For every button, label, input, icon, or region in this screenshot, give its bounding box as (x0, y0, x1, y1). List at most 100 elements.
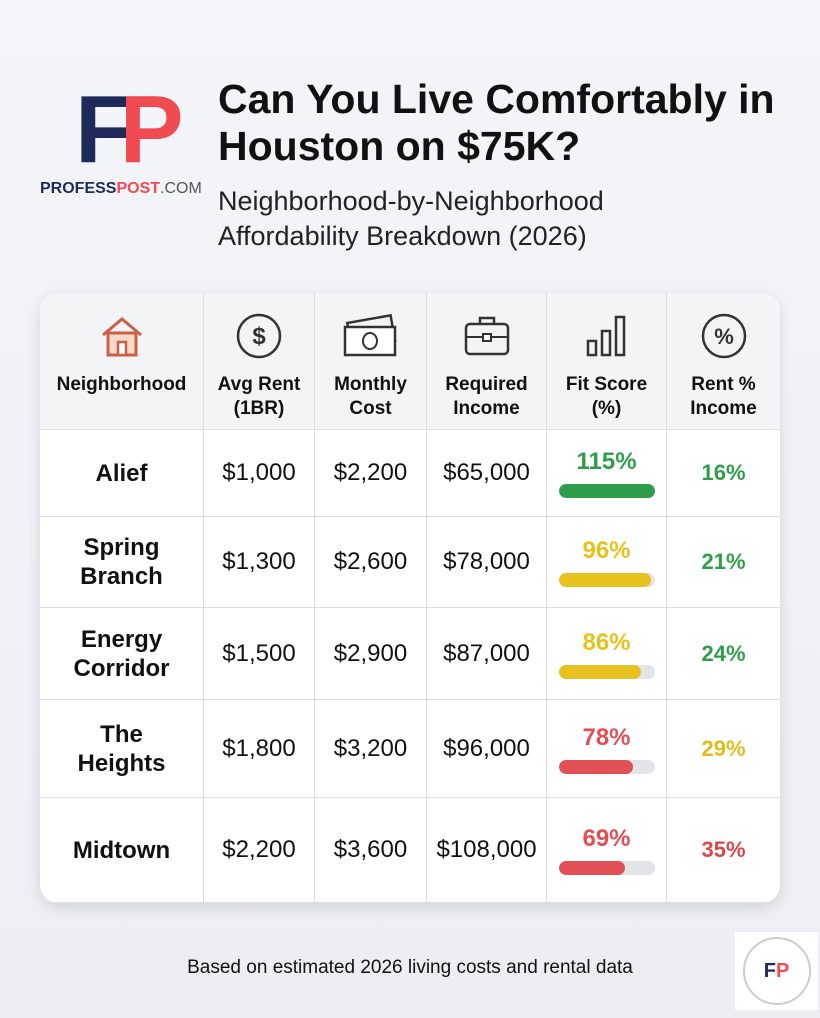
fit-track (558, 484, 655, 498)
cell: $3,200 (315, 700, 427, 798)
column-header: $ Avg Rent (1BR) (204, 293, 315, 430)
rent-pct: 21% (701, 549, 746, 574)
cell: $65,000 (427, 430, 547, 517)
title: Can You Live Comfortably in Houston on $… (218, 76, 775, 169)
required-income: $65,000 (443, 459, 530, 486)
neighborhood: Spring Branch (80, 534, 163, 590)
monthly-cost: $2,600 (333, 548, 408, 575)
cell: $1,000 (204, 430, 315, 517)
cell: 29% (667, 700, 780, 798)
cell: 78% (547, 700, 667, 798)
fit-label: 115% (576, 448, 637, 475)
column-header: Required Income (427, 293, 547, 430)
cell: $2,200 (315, 430, 427, 517)
column-header: Neighborhood (40, 293, 204, 430)
rent-pct: 35% (701, 837, 746, 862)
fit-label: 96% (582, 537, 631, 564)
fit-bar (558, 484, 655, 498)
column-icon (586, 315, 625, 357)
cell: Alief (40, 430, 204, 517)
column-header-text: Required Income (445, 374, 528, 419)
column-header: Fit Score (%) (547, 293, 667, 430)
fit-bar (558, 664, 642, 679)
cell: $96,000 (427, 700, 547, 798)
cell: $1,800 (204, 700, 315, 798)
brand-b: POST (116, 180, 161, 197)
footer-note: Based on estimated 2026 living costs and… (187, 957, 633, 978)
neighborhood: The Heights (77, 720, 166, 777)
cell: Midtown (40, 798, 204, 903)
cell: $87,000 (427, 608, 547, 700)
fit-track (558, 573, 655, 587)
cell: 69% (547, 798, 667, 903)
svg-text:%: % (714, 324, 734, 349)
fit-bar (558, 573, 651, 587)
table: Neighborhood $ Avg Rent (1BR) Monthly Cost R… (40, 293, 780, 903)
avg-rent: $2,200 (222, 836, 296, 863)
cell: $78,000 (427, 517, 547, 608)
neighborhood: Midtown (72, 836, 171, 864)
cell: 21% (667, 517, 780, 608)
subtitle: Neighborhood-by-Neighborhood Affordabili… (218, 186, 604, 251)
column-header: Monthly Cost (315, 293, 427, 430)
column-icon: $ (236, 313, 282, 359)
required-income: $96,000 (443, 734, 530, 762)
fit-bar (558, 759, 634, 774)
avg-rent: $1,300 (222, 548, 296, 575)
cell: $2,900 (315, 608, 427, 700)
rent-pct: 16% (701, 460, 746, 485)
column-header-text: Neighborhood (56, 374, 187, 395)
cell: Spring Branch (40, 517, 204, 608)
logo-p: P (119, 76, 184, 183)
fit-label: 86% (582, 628, 631, 656)
required-income: $87,000 (443, 639, 530, 667)
monthly-cost: $2,900 (333, 639, 408, 667)
column-icon (343, 313, 397, 357)
cell: Energy Corridor (40, 608, 204, 700)
required-income: $108,000 (436, 836, 537, 863)
fit-label: 78% (582, 723, 631, 751)
column-icon (464, 316, 509, 356)
monthly-cost: $2,200 (333, 459, 408, 486)
column-header-text: Avg Rent (1BR) (217, 374, 301, 419)
cell: $3,600 (315, 798, 427, 903)
rent-pct: 24% (701, 640, 746, 666)
column-header: % Rent % Income (667, 293, 780, 430)
column-header-text: Monthly Cost (334, 374, 407, 419)
cell: $1,500 (204, 608, 315, 700)
badge-f: F (763, 959, 776, 982)
monthly-cost: $3,600 (333, 836, 408, 863)
cell: 115% (547, 430, 667, 517)
column-icon (101, 317, 142, 357)
cell: $1,300 (204, 517, 315, 608)
fit-track (558, 664, 655, 679)
cell: 86% (547, 608, 667, 700)
cell: $2,600 (315, 517, 427, 608)
cell: 16% (667, 430, 780, 517)
avg-rent: $1,800 (222, 734, 296, 762)
svg-text:$: $ (252, 323, 266, 350)
badge-p: P (775, 959, 790, 982)
required-income: $78,000 (443, 548, 530, 575)
rent-pct: 29% (701, 735, 746, 761)
column-icon: % (701, 313, 746, 359)
cell: 24% (667, 608, 780, 700)
cell: 96% (547, 517, 667, 608)
brand-a: PROFESS (40, 180, 117, 197)
column-header-text: Fit Score (%) (565, 374, 648, 419)
cell: 35% (667, 798, 780, 903)
neighborhood: Energy Corridor (73, 625, 170, 682)
brand-c: .COM (160, 180, 202, 197)
fit-track (558, 861, 655, 875)
logo-f: F (75, 76, 134, 183)
neighborhood: Alief (95, 459, 148, 487)
brand: PROFESSPOST.COM (40, 180, 202, 198)
cell: $108,000 (427, 798, 547, 903)
cell: The Heights (40, 700, 204, 798)
logo: FP (75, 82, 184, 178)
avg-rent: $1,500 (222, 639, 296, 667)
avg-rent: $1,000 (222, 459, 296, 486)
